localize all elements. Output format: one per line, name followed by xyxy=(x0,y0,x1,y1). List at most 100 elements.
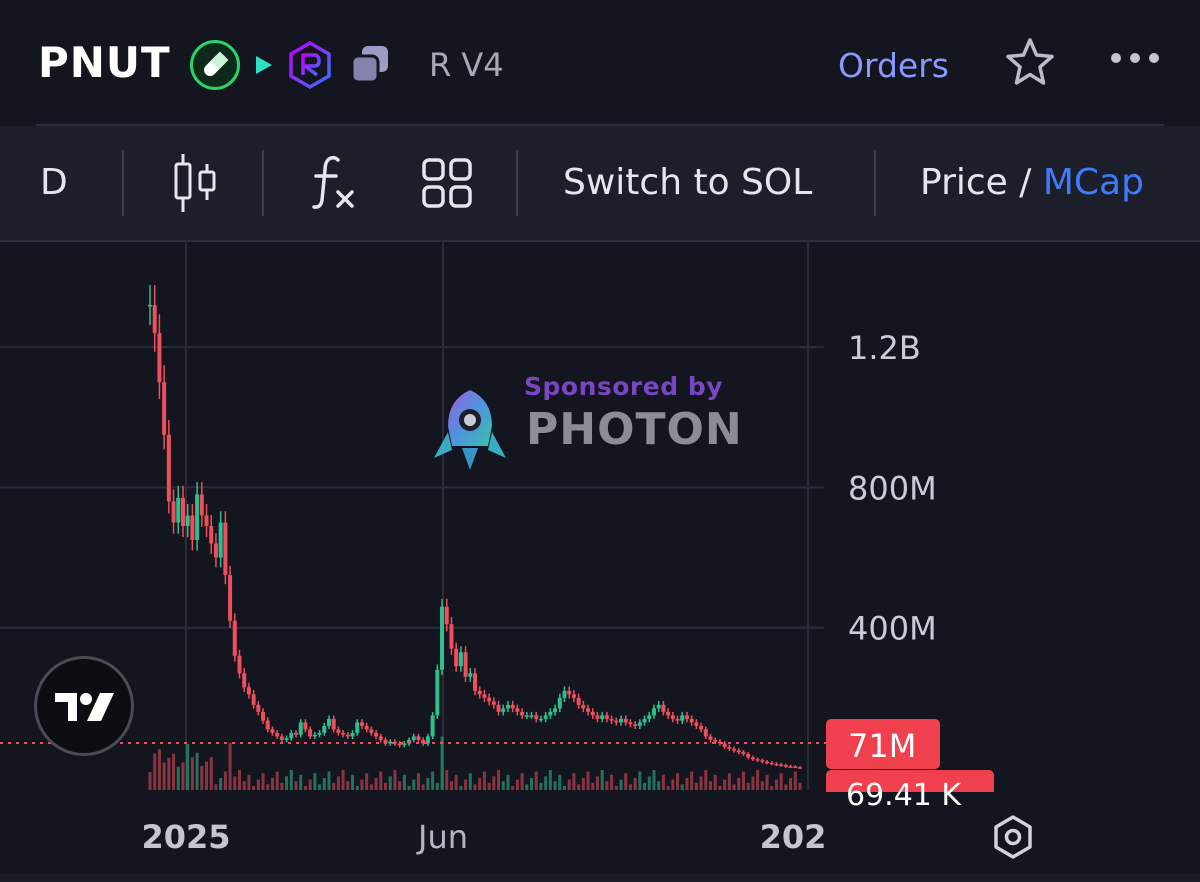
pill-icon[interactable] xyxy=(190,40,240,90)
volume-bar xyxy=(530,778,534,790)
more-icon[interactable] xyxy=(1110,50,1160,66)
volume-bar xyxy=(756,770,760,790)
volume-bar xyxy=(275,771,279,790)
candle-body xyxy=(246,687,251,695)
volume-bar xyxy=(751,776,755,790)
copy-icon[interactable] xyxy=(350,44,392,86)
volume-bar xyxy=(567,779,571,790)
candle-body xyxy=(760,760,765,762)
volume-bar xyxy=(628,784,632,790)
candle-body xyxy=(256,704,261,712)
volume-bar xyxy=(591,782,595,790)
candle-body xyxy=(289,732,294,739)
volume-bar xyxy=(285,776,289,790)
volume-bar xyxy=(798,782,802,790)
volume-bar xyxy=(652,770,656,790)
volume-bar xyxy=(482,771,486,790)
candle-body xyxy=(317,732,322,735)
sponsor-brand: PHOTON xyxy=(526,404,743,455)
candle-body xyxy=(199,494,204,516)
indicators-fx-icon[interactable] xyxy=(308,152,358,212)
layout-grid-icon[interactable] xyxy=(420,156,474,210)
candle-body xyxy=(242,673,247,688)
header-divider xyxy=(36,124,1164,126)
candle-body xyxy=(477,690,482,695)
candle-body xyxy=(505,704,510,709)
volume-bar xyxy=(624,773,628,790)
candle-body xyxy=(270,729,275,733)
volume-bar xyxy=(694,782,698,790)
candle-body xyxy=(798,767,802,769)
candle-body xyxy=(713,739,718,742)
volume-bar xyxy=(614,786,618,790)
volume-bar xyxy=(511,786,515,790)
candle-body xyxy=(703,729,708,737)
x-axis-tick-label: Jun xyxy=(416,818,468,856)
candle-body xyxy=(755,759,760,761)
toolbar-divider xyxy=(0,240,1200,242)
candle-body xyxy=(557,697,562,709)
candle-body xyxy=(261,711,266,721)
volume-bar xyxy=(384,782,388,790)
chart-settings-icon[interactable] xyxy=(990,814,1036,860)
volume-bar xyxy=(487,782,491,790)
candle-body xyxy=(232,620,237,656)
sponsored-by-label: Sponsored by xyxy=(524,372,724,401)
candle-body xyxy=(312,734,317,737)
candle-body xyxy=(774,763,779,766)
toolbar-fade xyxy=(1140,128,1200,238)
volume-bar xyxy=(581,778,585,790)
toolbar-separator xyxy=(874,150,876,216)
volume-bar xyxy=(242,781,246,790)
candle-body xyxy=(727,746,732,749)
interval-selector[interactable]: D xyxy=(40,162,68,203)
candle-body xyxy=(482,694,487,698)
volume-bar xyxy=(233,776,237,790)
volume-bar xyxy=(336,776,340,790)
price-option[interactable]: Price xyxy=(920,162,1008,203)
volume-bar xyxy=(172,753,176,790)
candle-body xyxy=(510,704,515,709)
candle-body xyxy=(694,722,699,726)
volume-bar xyxy=(289,770,293,790)
candle-body xyxy=(581,704,586,709)
candle-body xyxy=(204,515,209,526)
volume-bar xyxy=(214,784,218,790)
volume-bar xyxy=(308,779,312,790)
candle-body xyxy=(218,522,223,558)
volume-bar xyxy=(440,736,444,790)
tradingview-logo[interactable] xyxy=(34,656,134,756)
candle-body xyxy=(623,718,628,723)
candle-body xyxy=(793,766,798,769)
volume-bar xyxy=(266,784,270,790)
orders-button[interactable]: Orders xyxy=(838,46,949,85)
volume-bar xyxy=(760,781,764,790)
price-mcap-toggle[interactable]: Price / MCap xyxy=(920,162,1144,203)
volume-bar xyxy=(322,778,326,790)
volume-bar xyxy=(205,761,209,790)
candle-body xyxy=(359,722,364,726)
volume-bar xyxy=(718,786,722,790)
candle-body xyxy=(374,732,379,737)
candle-body xyxy=(298,722,303,735)
candle-body xyxy=(661,704,666,712)
raydium-icon[interactable] xyxy=(287,40,333,90)
volume-bar xyxy=(190,757,194,790)
volume-bar xyxy=(153,753,157,790)
candle-body xyxy=(407,739,412,744)
candle-body xyxy=(548,711,553,716)
volume-bar xyxy=(445,770,449,790)
volume-bar xyxy=(360,779,364,790)
candles-icon[interactable] xyxy=(170,152,220,214)
candle-body xyxy=(684,715,689,719)
star-icon[interactable] xyxy=(1003,36,1057,88)
switch-to-sol-button[interactable]: Switch to SOL xyxy=(563,162,813,203)
pill-icon-glyph xyxy=(204,51,229,76)
volume-bar xyxy=(402,774,406,790)
volume-bar xyxy=(586,771,590,790)
candle-body xyxy=(722,743,727,747)
mcap-option[interactable]: MCap xyxy=(1042,162,1144,203)
price-chart[interactable]: 1.2B 800M 400M 2025 Jun 202 69.41 K 71M xyxy=(0,242,1200,882)
candle-body xyxy=(378,736,383,740)
candle-body xyxy=(166,434,171,502)
